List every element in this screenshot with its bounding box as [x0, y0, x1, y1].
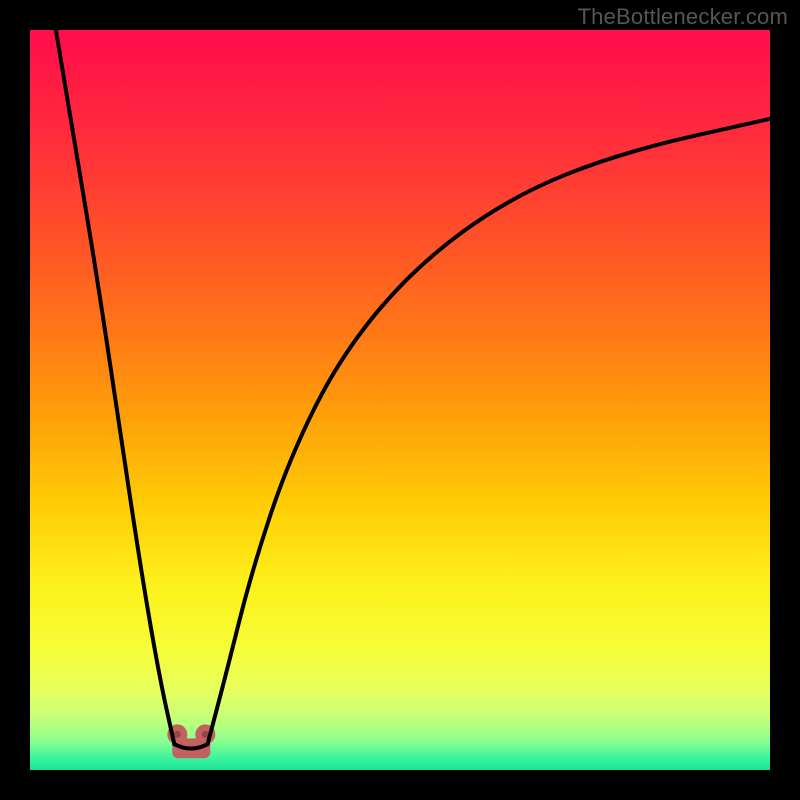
watermark-text: TheBottlenecker.com	[578, 4, 788, 30]
bottleneck-curve	[30, 30, 770, 770]
plot-area	[30, 30, 770, 770]
